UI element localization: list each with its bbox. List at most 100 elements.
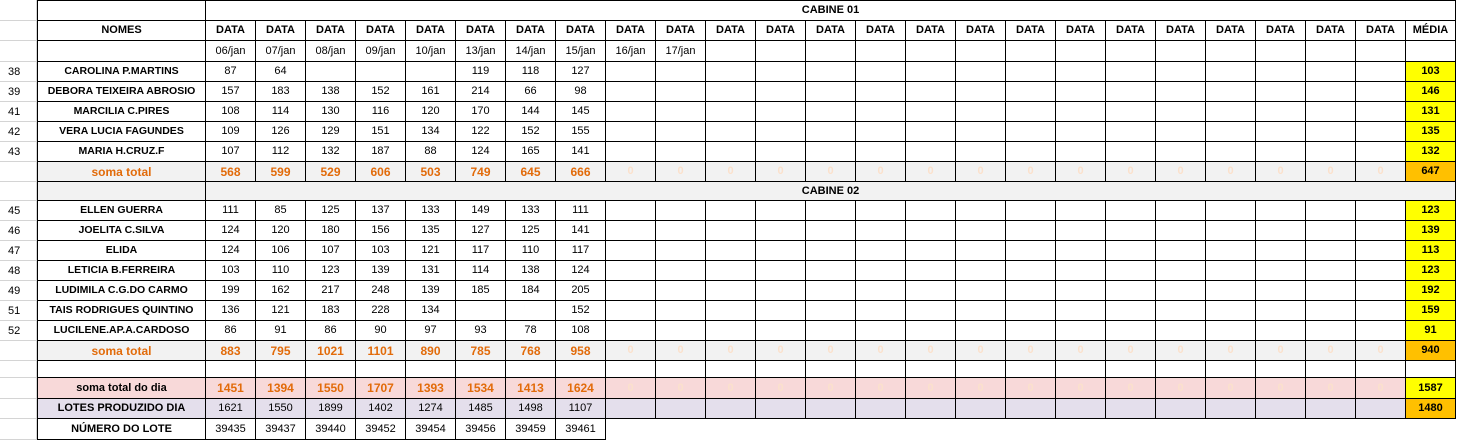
value-cell[interactable] (1256, 122, 1306, 142)
value-cell[interactable]: 156 (356, 221, 406, 241)
value-cell[interactable] (1006, 62, 1056, 82)
value-cell[interactable] (706, 321, 756, 341)
value-cell[interactable]: 91 (256, 321, 306, 341)
value-cell[interactable] (806, 62, 856, 82)
value-cell[interactable] (1206, 82, 1256, 102)
value-cell[interactable]: 108 (206, 102, 256, 122)
value-cell[interactable]: 133 (406, 201, 456, 221)
value-cell[interactable] (1256, 261, 1306, 281)
value-cell[interactable] (1356, 102, 1406, 122)
value-cell[interactable] (706, 221, 756, 241)
value-cell[interactable] (706, 241, 756, 261)
value-cell[interactable] (1306, 82, 1356, 102)
value-cell[interactable] (1006, 82, 1056, 102)
value-cell[interactable] (956, 102, 1006, 122)
value-cell[interactable] (906, 261, 956, 281)
value-cell[interactable] (1206, 321, 1256, 341)
value-cell[interactable] (1206, 221, 1256, 241)
value-cell[interactable] (1006, 321, 1056, 341)
value-cell[interactable] (806, 321, 856, 341)
value-cell[interactable] (1256, 321, 1306, 341)
value-cell[interactable] (656, 122, 706, 142)
value-cell[interactable]: 138 (506, 261, 556, 281)
value-cell[interactable] (1056, 281, 1106, 301)
value-cell[interactable]: 132 (306, 142, 356, 162)
numero-lote-cell[interactable]: 39435 (206, 419, 256, 440)
value-cell[interactable] (1306, 321, 1356, 341)
value-cell[interactable] (606, 122, 656, 142)
value-cell[interactable]: 118 (506, 62, 556, 82)
value-cell[interactable] (856, 321, 906, 341)
value-cell[interactable] (356, 62, 406, 82)
value-cell[interactable] (656, 201, 706, 221)
value-cell[interactable] (756, 102, 806, 122)
value-cell[interactable]: 120 (256, 221, 306, 241)
value-cell[interactable] (1006, 201, 1056, 221)
value-cell[interactable] (1056, 142, 1106, 162)
value-cell[interactable] (856, 281, 906, 301)
value-cell[interactable] (606, 281, 656, 301)
value-cell[interactable]: 87 (206, 62, 256, 82)
value-cell[interactable]: 110 (506, 241, 556, 261)
person-name[interactable]: TAIS RODRIGUES QUINTINO (37, 301, 206, 321)
value-cell[interactable] (806, 301, 856, 321)
value-cell[interactable] (1306, 261, 1356, 281)
value-cell[interactable] (806, 201, 856, 221)
value-cell[interactable] (756, 261, 806, 281)
value-cell[interactable]: 161 (406, 82, 456, 102)
value-cell[interactable]: 187 (356, 142, 406, 162)
value-cell[interactable] (456, 301, 506, 321)
value-cell[interactable] (1156, 321, 1206, 341)
value-cell[interactable]: 133 (506, 201, 556, 221)
value-cell[interactable]: 103 (206, 261, 256, 281)
person-name[interactable]: LUCILENE.AP.A.CARDOSO (37, 321, 206, 341)
numero-lote-cell[interactable]: 39452 (356, 419, 406, 440)
value-cell[interactable]: 141 (556, 221, 606, 241)
value-cell[interactable] (956, 241, 1006, 261)
value-cell[interactable] (1206, 261, 1256, 281)
value-cell[interactable] (656, 261, 706, 281)
value-cell[interactable] (1256, 142, 1306, 162)
value-cell[interactable]: 135 (406, 221, 456, 241)
value-cell[interactable]: 165 (506, 142, 556, 162)
value-cell[interactable]: 66 (506, 82, 556, 102)
value-cell[interactable] (656, 102, 706, 122)
value-cell[interactable] (656, 82, 706, 102)
value-cell[interactable]: 136 (206, 301, 256, 321)
value-cell[interactable] (756, 241, 806, 261)
value-cell[interactable]: 112 (256, 142, 306, 162)
value-cell[interactable] (1056, 301, 1106, 321)
value-cell[interactable] (956, 281, 1006, 301)
value-cell[interactable] (1306, 241, 1356, 261)
person-name[interactable]: LETICIA B.FERREIRA (37, 261, 206, 281)
value-cell[interactable] (856, 201, 906, 221)
value-cell[interactable]: 121 (256, 301, 306, 321)
value-cell[interactable]: 184 (506, 281, 556, 301)
value-cell[interactable] (1306, 281, 1356, 301)
value-cell[interactable]: 152 (556, 301, 606, 321)
value-cell[interactable]: 127 (556, 62, 606, 82)
value-cell[interactable] (606, 321, 656, 341)
lotes-cell[interactable] (1356, 399, 1406, 419)
value-cell[interactable] (806, 142, 856, 162)
value-cell[interactable] (856, 142, 906, 162)
value-cell[interactable] (1106, 241, 1156, 261)
lotes-cell[interactable] (856, 399, 906, 419)
value-cell[interactable]: 126 (256, 122, 306, 142)
value-cell[interactable]: 152 (356, 82, 406, 102)
lotes-cell[interactable]: 1899 (306, 399, 356, 419)
value-cell[interactable] (1106, 102, 1156, 122)
value-cell[interactable]: 116 (356, 102, 406, 122)
value-cell[interactable]: 117 (456, 241, 506, 261)
value-cell[interactable]: 139 (356, 261, 406, 281)
value-cell[interactable]: 183 (256, 82, 306, 102)
value-cell[interactable]: 97 (406, 321, 456, 341)
value-cell[interactable]: 88 (406, 142, 456, 162)
value-cell[interactable] (706, 201, 756, 221)
value-cell[interactable] (1156, 201, 1206, 221)
value-cell[interactable] (1156, 82, 1206, 102)
value-cell[interactable]: 120 (406, 102, 456, 122)
value-cell[interactable] (1006, 142, 1056, 162)
value-cell[interactable]: 124 (206, 241, 256, 261)
value-cell[interactable]: 131 (406, 261, 456, 281)
